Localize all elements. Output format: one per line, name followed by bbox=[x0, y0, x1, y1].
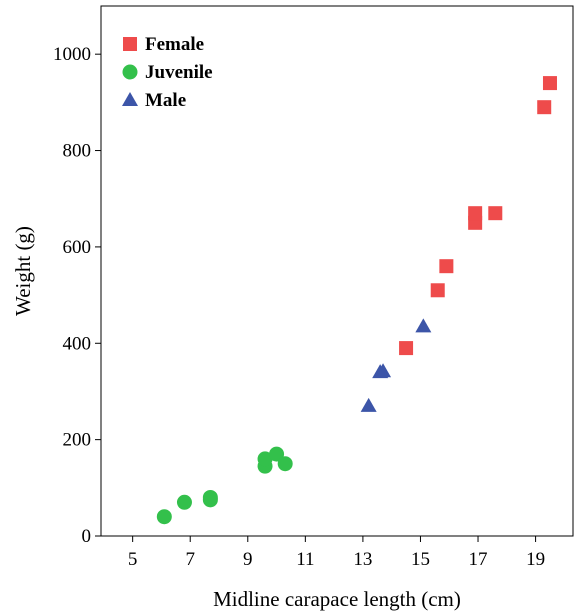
data-point-juvenile bbox=[202, 489, 218, 505]
data-point-female bbox=[439, 259, 454, 274]
legend-label-juvenile: Juvenile bbox=[145, 62, 213, 83]
legend-label-male: Male bbox=[145, 90, 186, 111]
x-tick-label: 17 bbox=[469, 549, 488, 570]
y-axis-label: Weight (g) bbox=[11, 226, 35, 316]
legend-marker-male bbox=[122, 92, 138, 106]
data-point-juvenile bbox=[257, 451, 273, 467]
data-point-female bbox=[430, 283, 445, 298]
data-point-male bbox=[375, 363, 392, 378]
x-tick-label: 7 bbox=[185, 549, 195, 570]
data-point-juvenile bbox=[176, 494, 192, 510]
y-tick-label: 1000 bbox=[53, 44, 91, 65]
x-tick-label: 9 bbox=[243, 549, 253, 570]
y-tick-label: 0 bbox=[82, 526, 92, 547]
data-point-male bbox=[360, 397, 377, 412]
data-point-male bbox=[415, 318, 432, 333]
data-point-juvenile bbox=[269, 446, 285, 462]
legend-label-female: Female bbox=[145, 34, 204, 55]
y-tick-label: 400 bbox=[63, 333, 92, 354]
legend-marker-female bbox=[123, 37, 137, 51]
data-point-female bbox=[468, 206, 483, 221]
legend-marker-juvenile bbox=[122, 64, 138, 80]
data-point-juvenile bbox=[156, 509, 172, 525]
y-tick-label: 800 bbox=[63, 141, 92, 162]
x-tick-label: 5 bbox=[128, 549, 138, 570]
x-axis: 5 7 9 11 13 15 17 19 bbox=[128, 536, 545, 570]
x-tick-label: 13 bbox=[353, 549, 372, 570]
data-point-female bbox=[542, 76, 557, 91]
y-axis: 0 200 400 600 800 1000 bbox=[53, 44, 101, 547]
data-point-female bbox=[399, 341, 414, 356]
data-points bbox=[156, 76, 557, 525]
data-point-female bbox=[537, 100, 552, 115]
x-tick-label: 11 bbox=[296, 549, 314, 570]
data-point-juvenile bbox=[277, 456, 293, 472]
x-tick-label: 15 bbox=[411, 549, 430, 570]
data-point-female bbox=[488, 206, 503, 221]
x-tick-label: 19 bbox=[526, 549, 545, 570]
plot-area-frame bbox=[100, 5, 574, 537]
legend: Female Juvenile Male bbox=[122, 34, 213, 111]
y-tick-label: 600 bbox=[63, 237, 92, 258]
y-tick-label: 200 bbox=[63, 430, 92, 451]
x-axis-label: Midline carapace length (cm) bbox=[213, 587, 461, 611]
